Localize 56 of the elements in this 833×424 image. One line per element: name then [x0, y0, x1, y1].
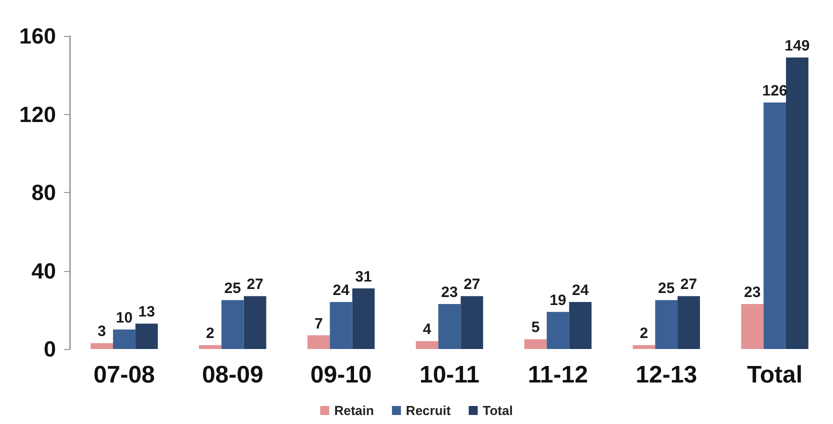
data-label: 27: [680, 276, 698, 294]
bar: [655, 300, 678, 349]
bar: [524, 339, 547, 349]
x-tick-label: 10-11: [419, 362, 480, 388]
y-tick-label: 80: [32, 180, 56, 205]
bar: [330, 302, 352, 349]
data-label: 25: [658, 280, 675, 298]
data-label: 23: [744, 284, 761, 302]
data-label: 24: [572, 282, 590, 300]
data-label: 149: [784, 38, 810, 55]
data-label: 23: [441, 284, 458, 302]
x-tick-label: Total: [747, 362, 803, 388]
y-tick-label: 120: [19, 102, 56, 127]
bar: [90, 343, 114, 349]
x-tick-label: 11-12: [528, 362, 588, 388]
data-label: 7: [314, 315, 323, 332]
bar: [221, 300, 244, 349]
data-label: 27: [464, 276, 480, 294]
y-tick-label: 160: [19, 24, 56, 48]
x-tick-label: 08-09: [202, 362, 264, 388]
data-label: 10: [116, 309, 133, 326]
bar: [764, 102, 786, 349]
bar: [786, 58, 808, 349]
x-tick-label: 12-13: [636, 362, 698, 388]
data-label: 5: [531, 319, 540, 336]
y-tick-label: 40: [32, 258, 56, 284]
legend-label: Retain: [334, 403, 374, 418]
legend-label: Total: [482, 403, 513, 418]
data-label: 13: [138, 304, 155, 321]
bar: [546, 312, 570, 349]
bar: [460, 296, 484, 349]
x-tick-label: 07-08: [94, 362, 155, 388]
y-tick-label: 0: [44, 336, 56, 362]
bar: [135, 324, 158, 349]
bar: [352, 288, 375, 349]
data-label: 3: [98, 323, 106, 340]
data-label: 19: [550, 292, 566, 309]
legend-label: Recruit: [406, 403, 452, 418]
bar: [569, 302, 592, 349]
bar: [678, 296, 700, 349]
bar: [307, 335, 330, 349]
data-label: 31: [355, 268, 372, 286]
bar: [416, 341, 438, 349]
bar: [632, 345, 656, 349]
bar: [199, 345, 222, 349]
data-label: 4: [422, 321, 432, 338]
data-label: 2: [206, 325, 214, 342]
data-label: 2: [640, 325, 648, 342]
bar: [244, 296, 266, 349]
bar: [438, 304, 461, 349]
x-tick-label: 09-10: [310, 362, 372, 388]
data-label: 24: [332, 282, 350, 300]
data-label: 27: [246, 276, 264, 294]
bar: [113, 329, 136, 349]
bar: [741, 304, 764, 349]
data-label: 25: [224, 280, 241, 298]
